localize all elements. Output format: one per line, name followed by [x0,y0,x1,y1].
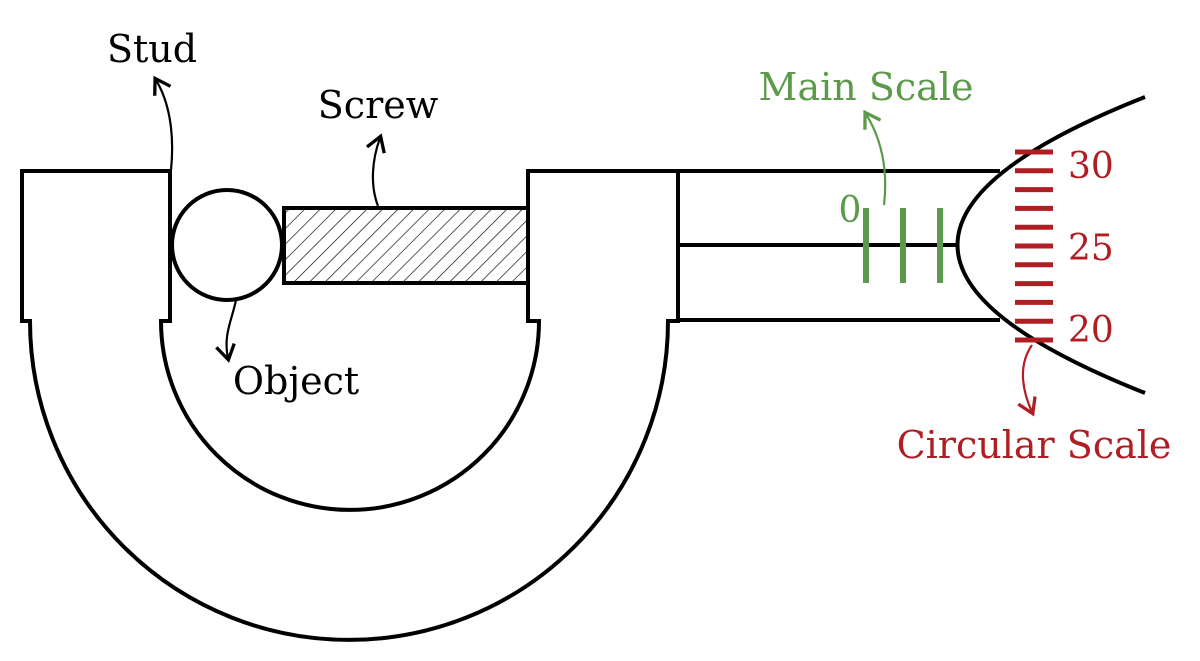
main-scale-ticks [863,208,943,283]
stud-arrow [153,75,174,171]
thimble [955,95,1146,395]
sleeve [678,169,1000,322]
circular-scale-arrow [1017,344,1037,417]
main-scale-zero-label: 0 [839,190,862,231]
frame [20,169,680,642]
object-arrow [215,299,238,363]
screw-arrow [365,133,386,207]
object-circle [170,188,284,302]
object-label: Object [233,359,359,403]
main-scale-arrow [863,109,887,206]
circular-scale-label-25: 25 [1068,228,1114,269]
circular-scale-ticks [1015,149,1053,343]
screw-label: Screw [318,83,439,127]
screw-spindle [282,206,530,285]
circular-scale-label: Circular Scale [897,423,1172,467]
main-scale-label: Main Scale [759,65,974,109]
circular-scale-label-30: 30 [1068,146,1114,187]
stud-label: Stud [107,27,197,71]
circular-scale-label-20: 20 [1068,310,1114,351]
